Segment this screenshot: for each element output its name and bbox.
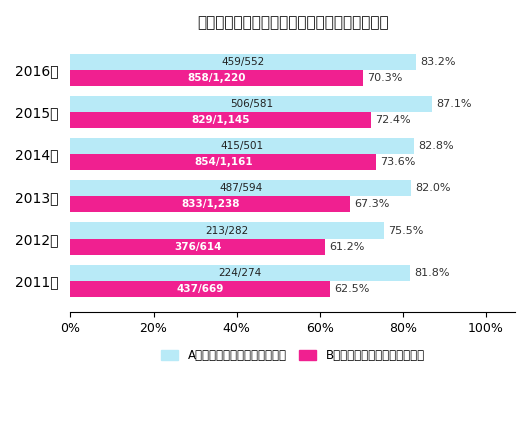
Text: 437/669: 437/669 xyxy=(176,284,224,294)
Text: 858/1,220: 858/1,220 xyxy=(187,73,246,83)
Bar xyxy=(70,281,330,297)
Text: 854/1,161: 854/1,161 xyxy=(194,157,253,167)
Bar xyxy=(70,54,416,70)
Bar xyxy=(70,70,363,86)
Title: 患者アンケート総合評価「満足している」割合: 患者アンケート総合評価「満足している」割合 xyxy=(197,15,388,30)
Text: 487/594: 487/594 xyxy=(219,183,262,193)
Text: 506/581: 506/581 xyxy=(230,99,273,109)
Bar xyxy=(70,138,414,154)
Legend: A）退院患者「満足している」, B）外来患者「満足している」: A）退院患者「満足している」, B）外来患者「満足している」 xyxy=(156,345,429,367)
Bar xyxy=(70,265,410,281)
Text: 75.5%: 75.5% xyxy=(388,226,423,235)
Text: 82.8%: 82.8% xyxy=(419,141,454,151)
Text: 81.8%: 81.8% xyxy=(414,268,450,278)
Bar xyxy=(70,154,376,170)
Text: 72.4%: 72.4% xyxy=(375,115,411,125)
Text: 376/614: 376/614 xyxy=(174,242,222,252)
Text: 67.3%: 67.3% xyxy=(354,199,390,209)
Text: 73.6%: 73.6% xyxy=(381,157,416,167)
Text: 62.5%: 62.5% xyxy=(334,284,369,294)
Text: 829/1,145: 829/1,145 xyxy=(191,115,250,125)
Text: 61.2%: 61.2% xyxy=(329,242,364,252)
Text: 70.3%: 70.3% xyxy=(367,73,402,83)
Bar xyxy=(70,180,411,196)
Text: 87.1%: 87.1% xyxy=(437,99,472,109)
Text: 83.2%: 83.2% xyxy=(420,57,456,67)
Bar xyxy=(70,196,350,213)
Text: 415/501: 415/501 xyxy=(221,141,264,151)
Text: 213/282: 213/282 xyxy=(206,226,249,235)
Bar xyxy=(70,238,325,255)
Text: 82.0%: 82.0% xyxy=(416,183,451,193)
Bar xyxy=(70,96,432,112)
Text: 833/1,238: 833/1,238 xyxy=(181,199,240,209)
Bar xyxy=(70,112,371,128)
Text: 224/274: 224/274 xyxy=(219,268,262,278)
Text: 459/552: 459/552 xyxy=(222,57,265,67)
Bar xyxy=(70,223,384,238)
